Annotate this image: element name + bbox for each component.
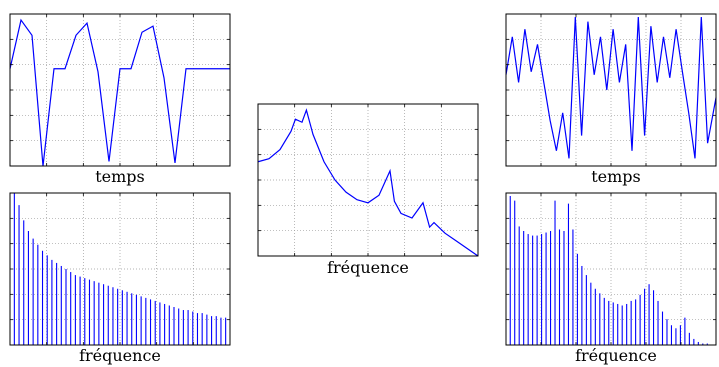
input-spectrum-panel: fréquence [9, 192, 231, 365]
input-spectrum-ticks [10, 193, 230, 345]
input-time-series-line [9, 18, 230, 167]
input-spectrum-grid [10, 193, 230, 345]
input-time-xlabel: temps [95, 167, 145, 186]
output-time-xlabel: temps [591, 167, 641, 186]
output-time-ticks [506, 14, 716, 166]
filter-response-ticks [258, 104, 478, 256]
input-time-panel: temps [9, 13, 231, 186]
output-time-grid [506, 14, 716, 166]
output-spectrum-xlabel: fréquence [575, 346, 657, 365]
input-spectrum-bars [13, 193, 227, 345]
output-spectrum-grid [506, 193, 716, 345]
input-spectrum-xlabel: fréquence [79, 346, 161, 365]
filter-response-panel: fréquence [257, 103, 479, 277]
filter-response-grid [258, 104, 478, 256]
output-time-series-line [505, 17, 717, 159]
output-spectrum-ticks [506, 193, 716, 345]
filter-response-series-line [257, 108, 479, 257]
input-time-ticks [10, 14, 230, 166]
output-spectrum-panel: fréquence [505, 192, 717, 365]
input-time-grid [10, 14, 230, 166]
output-time-panel: temps [505, 13, 717, 186]
output-spectrum-bars [509, 196, 708, 345]
filter-response-xlabel: fréquence [327, 258, 409, 277]
